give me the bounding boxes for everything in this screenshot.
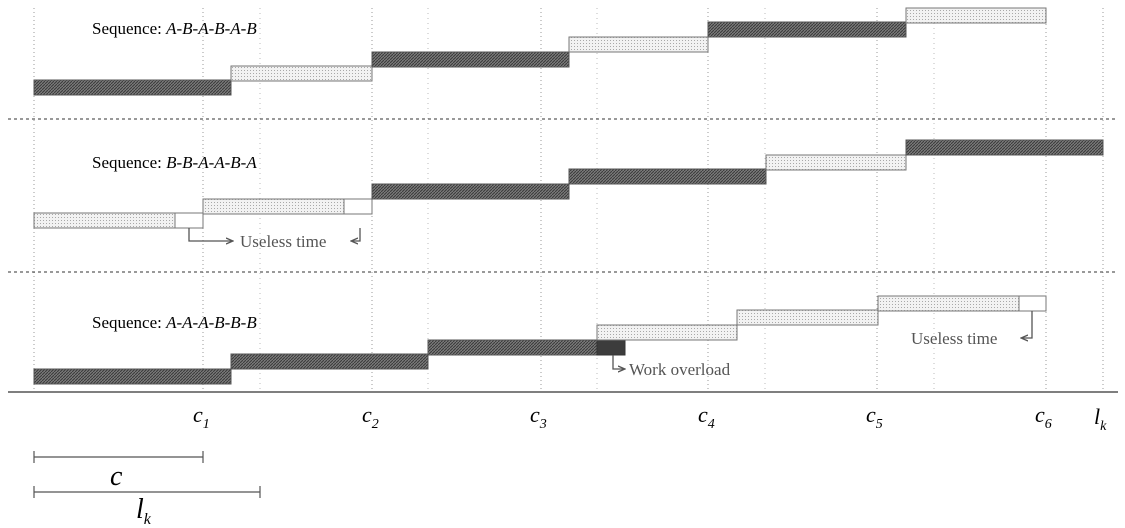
tick-label-c2: c2 [362, 402, 379, 432]
row-3-task-a2 [230, 353, 429, 370]
row-2-task-b3 [765, 154, 907, 171]
row-2-task-b1 [33, 212, 176, 229]
cycle-scale-label: c [110, 461, 123, 492]
row-1: Sequence: A-B-A-B-A-B [33, 7, 1047, 96]
tick-label-lk: lk [1094, 404, 1107, 434]
row-3: Sequence: A-A-A-B-B-B Work overload Usel… [33, 295, 1047, 385]
row-1-task-b3 [905, 7, 1047, 24]
tick-label-c1: c1 [193, 402, 210, 432]
row-2: Sequence: B-B-A-A-B-A Useless time [33, 139, 1104, 251]
row-2-task-a1 [371, 183, 570, 200]
tick-label-c6: c6 [1035, 402, 1052, 432]
tick-label-c3: c3 [530, 402, 547, 432]
row-3-task-b2 [736, 309, 879, 326]
row-2-label: Sequence: B-B-A-A-B-A [92, 153, 257, 172]
useless-time-label-2: Useless time [911, 329, 997, 348]
row-3-task-b3 [877, 295, 1020, 312]
tick-label-c4: c4 [698, 402, 715, 432]
row-2-idle-1 [174, 212, 204, 229]
row-2-task-b2 [202, 198, 345, 215]
row-1-task-a3 [707, 21, 907, 38]
work-overload-arrow [612, 355, 624, 369]
row-3-label: Sequence: A-A-A-B-B-B [92, 313, 257, 332]
useless-time-arrow-3 [1022, 311, 1033, 338]
tick-label-c5: c5 [866, 402, 883, 432]
row-2-task-a2 [568, 168, 767, 185]
row-3-idle [1018, 295, 1047, 312]
length-scale-label: lk [136, 494, 152, 528]
useless-time-arrow-left [188, 228, 232, 241]
row-1-task-a1 [33, 79, 232, 96]
useless-time-arrow-right [352, 228, 361, 241]
row-3-task-b1 [596, 324, 738, 341]
row-3-task-a3 [427, 339, 598, 356]
scale-bars [33, 451, 261, 498]
row-3-task-a1 [33, 368, 232, 385]
row-1-task-b1 [230, 65, 373, 82]
work-overload-label: Work overload [629, 360, 731, 379]
row-1-label: Sequence: A-B-A-B-A-B [92, 19, 257, 38]
axis-labels: c1 c2 c3 c4 c5 c6 lk [193, 402, 1107, 434]
row-2-task-a3 [905, 139, 1104, 156]
row-2-idle-2 [343, 198, 373, 215]
row-1-task-a2 [371, 51, 570, 68]
useless-time-label-1: Useless time [240, 232, 326, 251]
row-1-task-b2 [568, 36, 709, 53]
row-3-work-overload [596, 339, 626, 356]
